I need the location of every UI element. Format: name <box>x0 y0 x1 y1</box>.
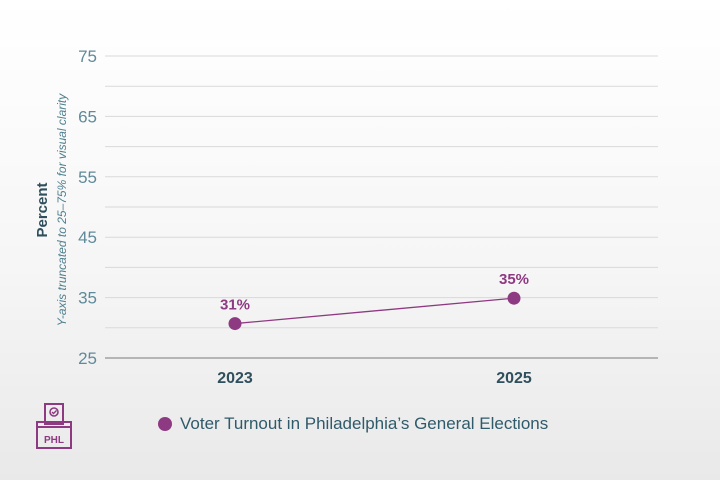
legend-label: Voter Turnout in Philadelphia’s General … <box>180 414 549 433</box>
gridlines <box>105 55 658 329</box>
x-tick-labels: 2023 2025 <box>217 370 532 387</box>
y-tick-label: 55 <box>78 168 97 187</box>
data-point <box>228 317 242 331</box>
y-axis-label: Percent <box>34 182 51 237</box>
y-tick-label: 75 <box>78 47 97 66</box>
x-tick-label: 2023 <box>217 370 253 387</box>
ballot-box-icon: PHL <box>36 403 72 449</box>
series-line <box>234 297 515 325</box>
y-tick-labels: 25 35 45 55 65 75 <box>78 47 97 368</box>
y-tick-label: 65 <box>78 107 97 126</box>
series-group: 31% 35% <box>220 271 529 331</box>
y-axis-note: Y-axis truncated to 25–75% for visual cl… <box>55 93 69 327</box>
y-tick-label: 25 <box>78 349 97 368</box>
legend: Voter Turnout in Philadelphia’s General … <box>158 414 548 434</box>
y-tick-label: 45 <box>78 228 97 247</box>
data-label: 35% <box>499 271 529 288</box>
legend-marker <box>158 417 172 431</box>
data-point <box>507 291 521 305</box>
y-tick-label: 35 <box>78 289 97 308</box>
data-label: 31% <box>220 297 250 314</box>
logo-text: PHL <box>44 435 64 446</box>
x-tick-label: 2025 <box>496 370 532 387</box>
